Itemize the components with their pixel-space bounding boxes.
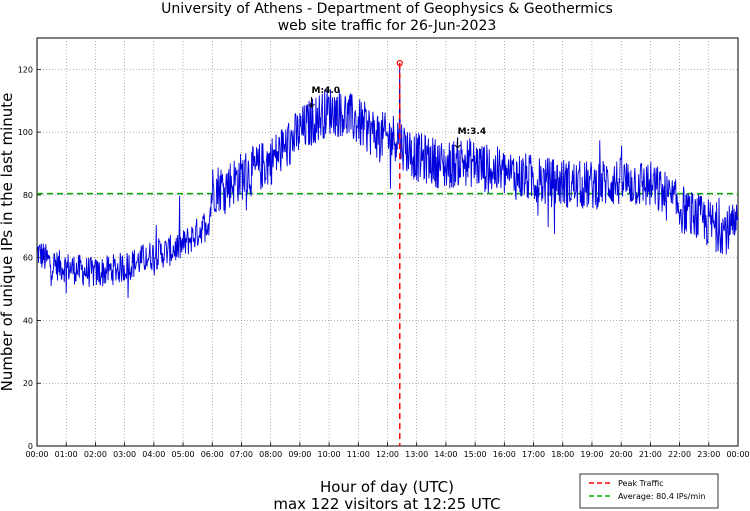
x-tick-label: 20:00 — [610, 450, 633, 459]
x-tick-label: 04:00 — [142, 450, 165, 459]
traffic-series-line — [36, 63, 739, 299]
legend-average-label: Average: 80.4 IPs/min — [618, 492, 705, 501]
y-tick-label: 20 — [23, 379, 33, 388]
legend: Peak Traffic Average: 80.4 IPs/min — [579, 473, 719, 509]
y-tick-label: 40 — [23, 316, 33, 325]
annotation-arrow-head-icon — [308, 103, 315, 108]
legend-peak-label: Peak Traffic — [618, 479, 664, 488]
annotations: M:4.0 M:3.4 — [308, 86, 487, 149]
x-tick-label: 07:00 — [230, 450, 253, 459]
legend-box — [579, 473, 719, 509]
x-tick-label: 00:00 — [25, 450, 48, 459]
x-tick-label: 13:00 — [405, 450, 428, 459]
y-tick-label: 100 — [18, 128, 33, 137]
x-tick-label: 08:00 — [259, 450, 282, 459]
x-tick-label: 05:00 — [172, 450, 195, 459]
x-tick-label: 23:00 — [697, 450, 720, 459]
x-tick-label: 16:00 — [493, 450, 516, 459]
annotation-label: M:4.0 — [312, 86, 341, 96]
y-tick-label: 60 — [23, 254, 33, 263]
x-tick-label: 17:00 — [522, 450, 545, 459]
footer-caption: max 122 visitors at 12:25 UTC — [273, 495, 500, 511]
x-axis-ticks: 00:00 01:00 02:00 03:00 04:00 05:00 06:00 07:00… — [25, 442, 750, 459]
chart-title: University of Athens - Department of Geo… — [161, 1, 613, 17]
x-tick-label: 11:00 — [347, 450, 370, 459]
x-tick-label: 06:00 — [201, 450, 224, 459]
y-tick-label: 80 — [23, 191, 33, 200]
x-axis-label: Hour of day (UTC) — [320, 478, 454, 496]
x-tick-label: 12:00 — [376, 450, 399, 459]
x-tick-label: 09:00 — [288, 450, 311, 459]
grid-lines — [37, 38, 738, 446]
x-tick-label: 22:00 — [668, 450, 691, 459]
y-tick-label: 120 — [18, 65, 33, 74]
x-tick-label: 19:00 — [580, 450, 603, 459]
x-tick-label: 00:00 — [726, 450, 749, 459]
x-tick-label: 03:00 — [113, 450, 136, 459]
x-tick-label: 18:00 — [551, 450, 574, 459]
y-axis-label: Number of unique IPs in the last minute — [0, 93, 16, 392]
y-tick-label: 0 — [28, 442, 33, 451]
x-tick-label: 10:00 — [318, 450, 341, 459]
chart-subtitle: web site traffic for 26-Jun-2023 — [278, 18, 497, 34]
peak-marker — [396, 60, 403, 67]
annotation-label: M:3.4 — [458, 127, 487, 137]
x-tick-label: 21:00 — [639, 450, 662, 459]
x-tick-label: 01:00 — [55, 450, 78, 459]
x-tick-label: 14:00 — [434, 450, 457, 459]
x-tick-label: 15:00 — [464, 450, 487, 459]
x-tick-label: 02:00 — [84, 450, 107, 459]
annotation-arrow-head-icon — [454, 144, 461, 149]
